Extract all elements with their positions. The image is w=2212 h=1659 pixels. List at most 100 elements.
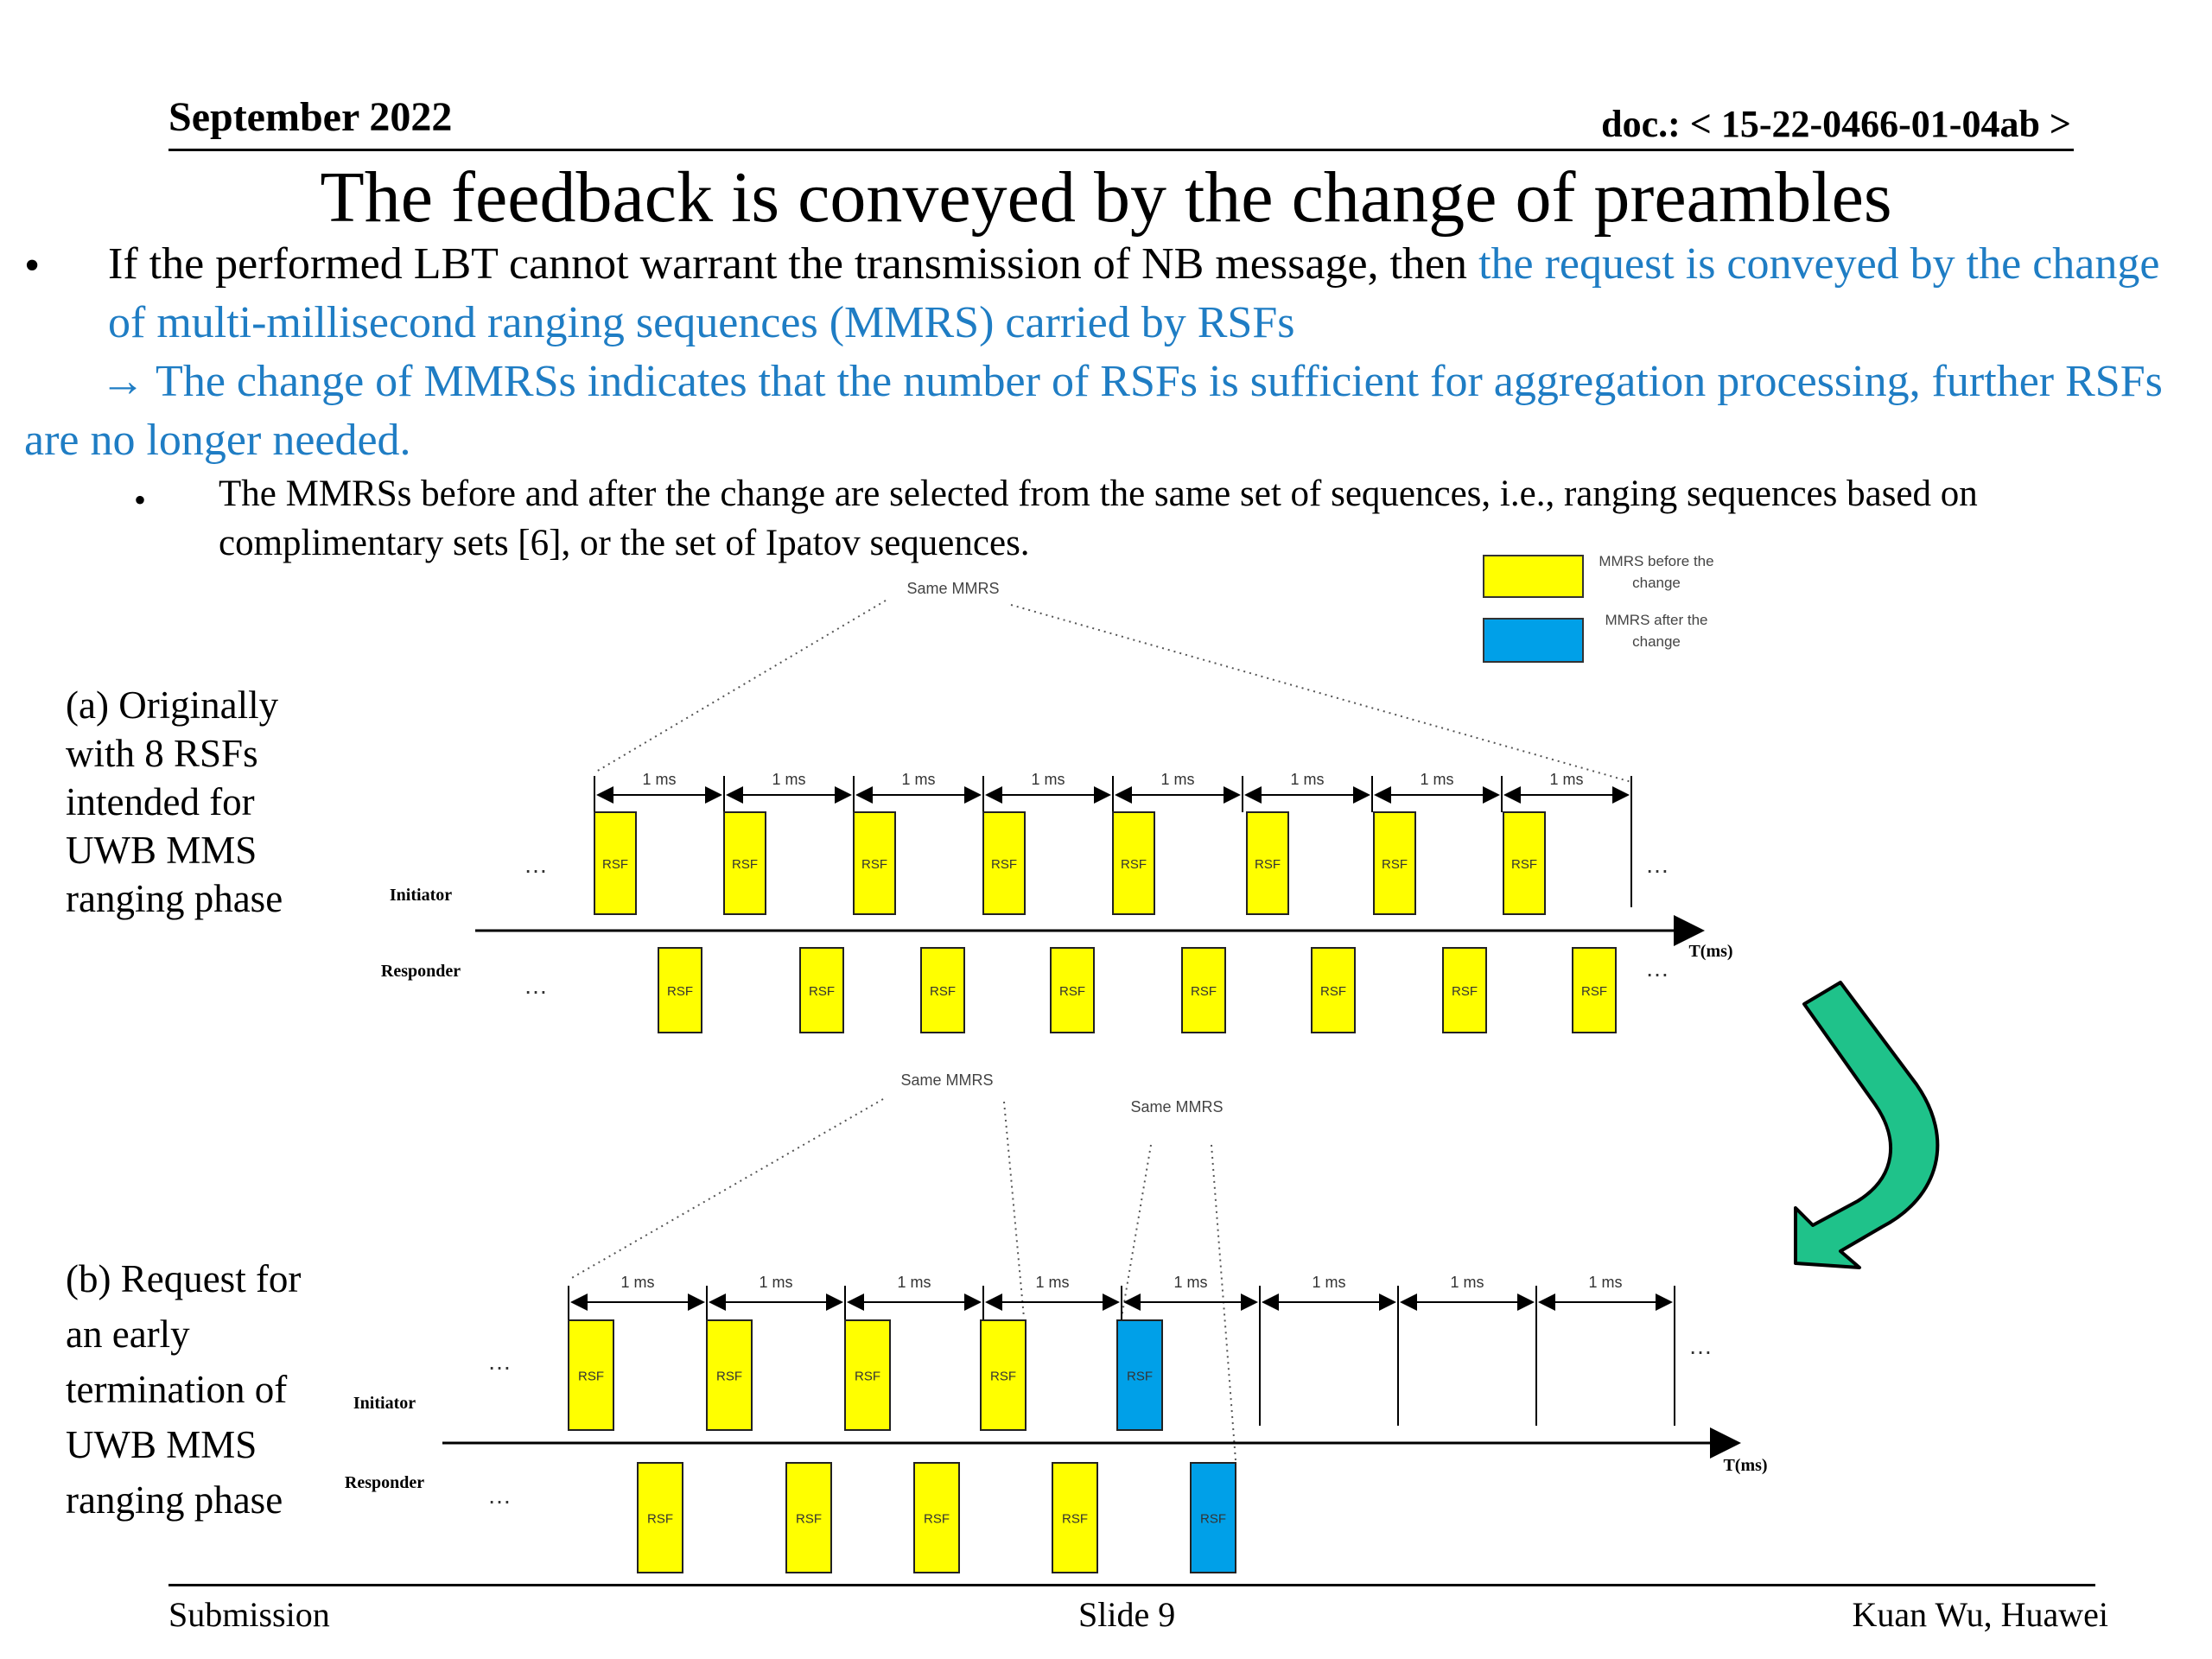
responder-rsf-a-7 <box>1442 947 1487 1033</box>
same-mmrs-line-b-1 <box>569 1098 884 1280</box>
initiator-rsf-a-3 <box>853 811 896 915</box>
interval-label-b: 1 ms <box>1588 1274 1622 1291</box>
responder-label-b: Responder <box>345 1473 424 1492</box>
header-rule <box>168 149 2074 151</box>
responder-rsf-a-6-label: RSF <box>1320 984 1346 999</box>
legend-before-swatch <box>1483 555 1584 598</box>
initiator-rsf-a-6 <box>1246 811 1289 915</box>
initiator-rsf-a-8 <box>1503 811 1546 915</box>
interval-label-a: 1 ms <box>772 771 805 788</box>
initiator-label-b: Initiator <box>353 1394 416 1413</box>
responder-rsf-b-1 <box>637 1462 683 1573</box>
interval-label-a: 1 ms <box>1290 771 1324 788</box>
interval-label-b: 1 ms <box>1450 1274 1484 1291</box>
initiator-rsf-b-3-label: RSF <box>855 1370 880 1384</box>
same-mmrs-line-b-3 <box>1121 1144 1152 1319</box>
responder-rsf-a-7-label: RSF <box>1452 984 1478 999</box>
responder-rsf-a-5-label: RSF <box>1191 984 1217 999</box>
responder-rsf-a-5 <box>1181 947 1226 1033</box>
sub-bullet-text: The MMRSs before and after the change ar… <box>219 474 1978 563</box>
caption-b: (b) Request for an early termination of … <box>66 1257 302 1522</box>
same-mmrs-label-b-1: Same MMRS <box>900 1071 993 1089</box>
slide-title: The feedback is conveyed by the change o… <box>320 157 1892 238</box>
responder-rsf-a-8-label: RSF <box>1581 984 1607 999</box>
responder-rsf-a-8 <box>1572 947 1617 1033</box>
responder-rsf-b-1-label: RSF <box>647 1512 673 1527</box>
initiator-rsf-a-8-label: RSF <box>1511 857 1537 872</box>
interval-label-b: 1 ms <box>620 1274 654 1291</box>
interval-label-a: 1 ms <box>1031 771 1065 788</box>
ellipsis-a-4: … <box>1645 955 1669 982</box>
responder-rsf-b-4-label: RSF <box>1062 1512 1088 1527</box>
responder-rsf-b-2-label: RSF <box>796 1512 822 1527</box>
same-mmrs-line-a-left <box>595 600 887 772</box>
legend-after-swatch <box>1483 618 1584 663</box>
header-doc-id: doc.: < 15-22-0466-01-04ab > <box>1601 103 2071 145</box>
bullet-continuation-text: → The change of MMRSs indicates that the… <box>24 357 2163 465</box>
ellipsis-a-1: … <box>524 851 548 878</box>
interval-label-b: 1 ms <box>1035 1274 1069 1291</box>
same-mmrs-label-a: Same MMRS <box>906 580 999 597</box>
time-axis-label-b: T(ms) <box>1723 1456 1767 1475</box>
initiator-rsf-a-1-label: RSF <box>602 857 628 872</box>
bullet-marker: • <box>24 241 41 290</box>
header-date: September 2022 <box>168 94 453 140</box>
responder-rsf-b-2 <box>785 1462 832 1573</box>
responder-label-a: Responder <box>381 962 461 981</box>
responder-rsf-a-2-label: RSF <box>809 984 835 999</box>
legend-before-label-2: change <box>1632 575 1681 591</box>
ellipsis-a-2: … <box>524 972 548 999</box>
bullet-text-blue: the request is conveyed by the change of… <box>108 239 2160 347</box>
bullet-text: If the performed LBT cannot warrant the … <box>108 235 2190 353</box>
footer-slide-number: Slide 9 <box>1078 1595 1176 1634</box>
footer-author: Kuan Wu, Huawei <box>1852 1595 2108 1634</box>
responder-rsf-b-4 <box>1052 1462 1098 1573</box>
interval-label-b: 1 ms <box>759 1274 792 1291</box>
initiator-rsf-b-4 <box>980 1319 1027 1431</box>
responder-rsf-b-3-label: RSF <box>924 1512 950 1527</box>
initiator-rsf-a-2-label: RSF <box>732 857 758 872</box>
initiator-rsf-a-7 <box>1373 811 1416 915</box>
responder-rsf-a-3 <box>920 947 965 1033</box>
responder-rsf-b-5 <box>1190 1462 1236 1573</box>
responder-rsf-a-4-label: RSF <box>1059 984 1085 999</box>
responder-rsf-a-4 <box>1050 947 1095 1033</box>
initiator-rsf-b-5-label: RSF <box>1127 1370 1153 1384</box>
responder-rsf-a-2 <box>799 947 844 1033</box>
bullet-text-black: If the performed LBT cannot warrant the … <box>108 239 1479 289</box>
legend-after-label-1: MMRS after the <box>1605 612 1707 628</box>
initiator-rsf-b-5 <box>1116 1319 1163 1431</box>
responder-rsf-b-5-label: RSF <box>1200 1512 1226 1527</box>
responder-rsf-a-6 <box>1311 947 1356 1033</box>
initiator-rsf-b-2 <box>706 1319 753 1431</box>
responder-rsf-a-1-label: RSF <box>667 984 693 999</box>
ellipsis-b-3: … <box>1688 1332 1713 1359</box>
interval-label-a: 1 ms <box>901 771 935 788</box>
same-mmrs-line-b-2 <box>1003 1101 1025 1319</box>
initiator-rsf-b-4-label: RSF <box>990 1370 1016 1384</box>
footer-submission: Submission <box>168 1595 330 1634</box>
initiator-rsf-a-2 <box>723 811 766 915</box>
interval-label-a: 1 ms <box>642 771 676 788</box>
initiator-rsf-b-2-label: RSF <box>716 1370 742 1384</box>
ellipsis-b-2: … <box>487 1482 512 1509</box>
initiator-rsf-a-4 <box>982 811 1026 915</box>
interval-label-a: 1 ms <box>1549 771 1583 788</box>
sub-bullet-marker: • <box>134 480 147 519</box>
legend-before-label-1: MMRS before the <box>1599 553 1713 569</box>
interval-label-b: 1 ms <box>897 1274 931 1291</box>
interval-label-a: 1 ms <box>1160 771 1194 788</box>
footer-rule <box>168 1584 2095 1586</box>
initiator-label-a: Initiator <box>390 886 452 905</box>
responder-rsf-a-1 <box>658 947 702 1033</box>
initiator-rsf-b-1-label: RSF <box>578 1370 604 1384</box>
same-mmrs-label-b-2: Same MMRS <box>1130 1098 1223 1116</box>
legend-after-label-2: change <box>1632 633 1681 650</box>
bullet-continuation: → The change of MMRSs indicates that the… <box>24 353 2202 470</box>
initiator-rsf-a-5 <box>1112 811 1155 915</box>
ellipsis-b-1: … <box>487 1348 512 1375</box>
initiator-rsf-a-5-label: RSF <box>1121 857 1147 872</box>
initiator-rsf-a-3-label: RSF <box>861 857 887 872</box>
initiator-rsf-a-6-label: RSF <box>1255 857 1281 872</box>
interval-label-a: 1 ms <box>1420 771 1453 788</box>
